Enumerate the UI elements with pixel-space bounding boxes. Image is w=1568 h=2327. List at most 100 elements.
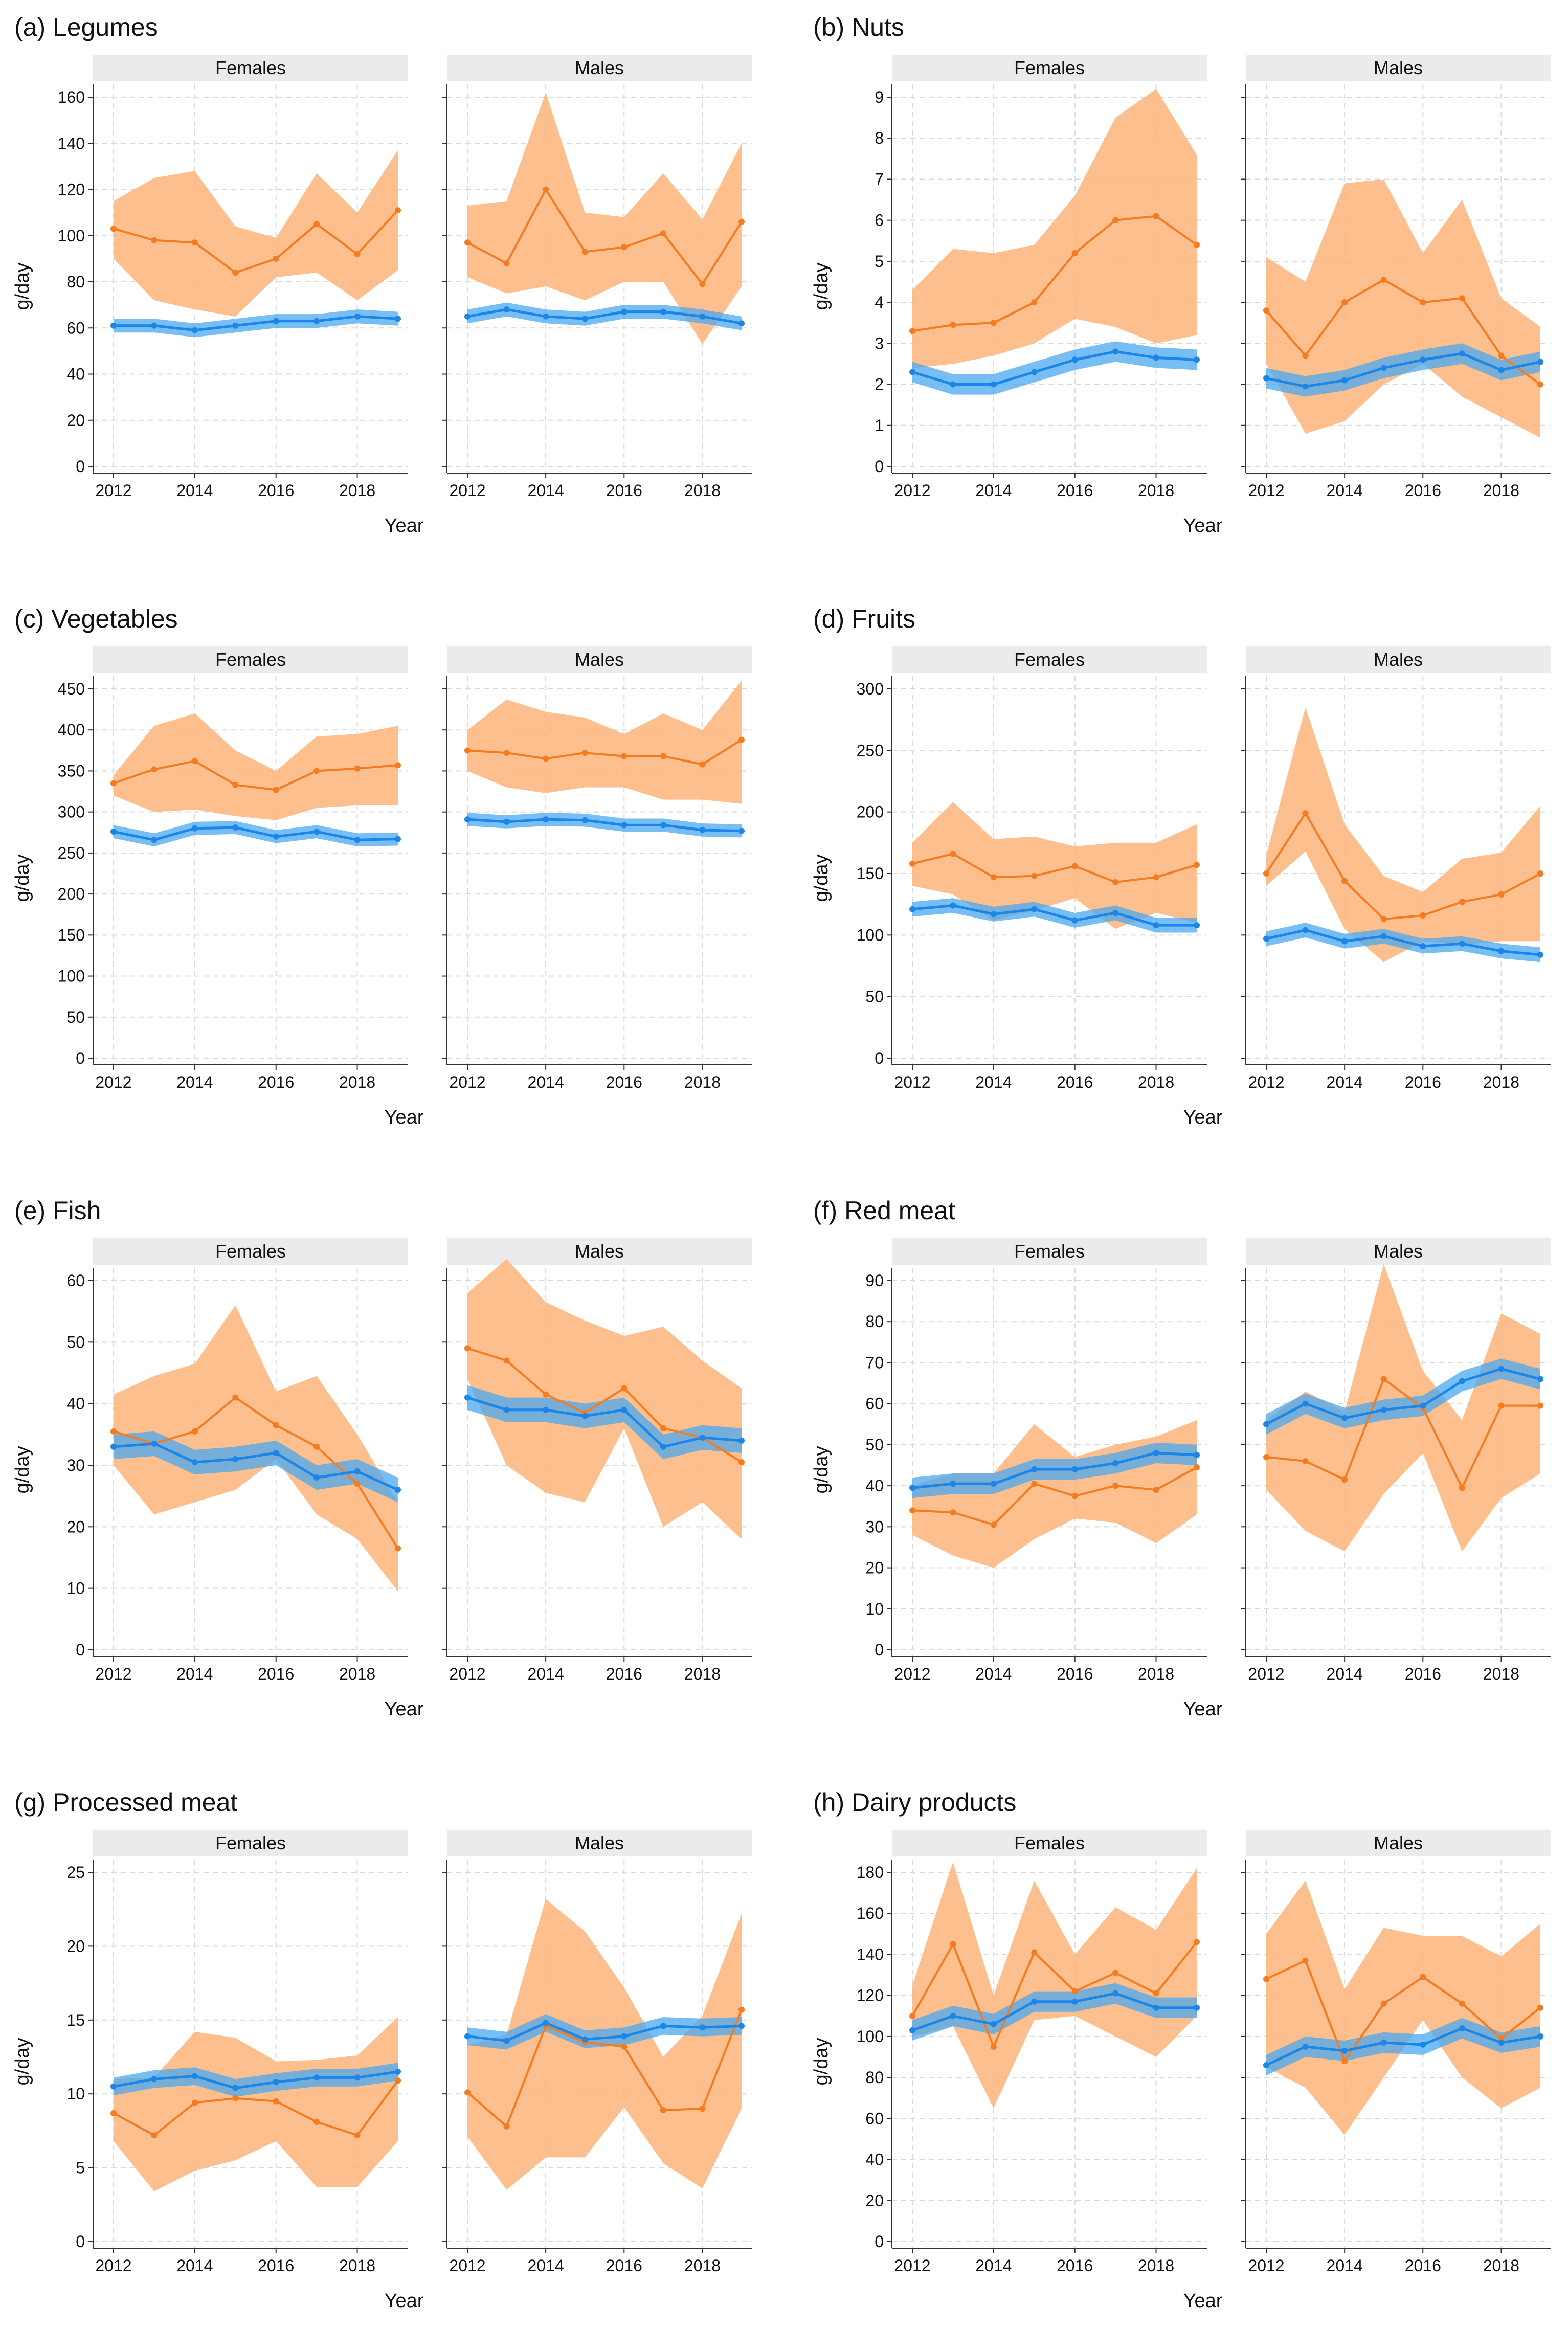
orange-point <box>1537 2004 1543 2011</box>
x-tick-label: 2016 <box>1405 1073 1441 1091</box>
y-tick-label: 60 <box>865 2109 884 2128</box>
orange-point <box>395 207 401 214</box>
x-tick-label: 2014 <box>1327 481 1363 500</box>
blue-point <box>191 1459 198 1465</box>
y-tick-label: 0 <box>76 457 85 476</box>
orange-point <box>1420 1974 1426 1980</box>
orange-point <box>273 255 279 262</box>
blue-point <box>543 2020 549 2026</box>
orange-point <box>503 2123 510 2130</box>
orange-point <box>990 874 997 881</box>
y-tick-label: 80 <box>865 2068 884 2087</box>
blue-point <box>1380 1406 1387 1413</box>
blue-point <box>395 316 401 322</box>
blue-point <box>1263 935 1269 942</box>
blue-series-line <box>113 826 398 841</box>
facet-females: Females 0 5 10 15 20 25 2012 2014 2016 2018 <box>66 1830 408 2275</box>
facet-label: Males <box>1374 649 1423 670</box>
y-tick-label: 150 <box>58 926 85 944</box>
blue-point <box>464 2033 471 2040</box>
orange-point <box>581 750 588 756</box>
blue-point <box>1459 2025 1465 2031</box>
x-axis-label: Year <box>385 1698 424 1720</box>
y-tick-label: 20 <box>865 2191 884 2210</box>
y-tick-label: 200 <box>857 803 884 821</box>
blue-series-line <box>1265 1367 1541 1425</box>
orange-point <box>110 1428 117 1435</box>
blue-series-line <box>467 818 742 833</box>
orange-point <box>503 260 510 266</box>
x-tick-label: 2012 <box>1248 1665 1284 1683</box>
orange-ci-band <box>1266 179 1540 438</box>
blue-ci-band <box>114 1431 398 1503</box>
blue-point <box>738 827 745 834</box>
blue-point <box>1302 383 1309 390</box>
y-axis-label: g/day <box>811 263 832 310</box>
orange-point <box>464 747 471 754</box>
y-tick-label: 25 <box>66 1863 85 1882</box>
y-tick-label: 20 <box>66 1517 85 1536</box>
y-tick-label: 200 <box>58 885 85 903</box>
blue-point <box>1071 1466 1078 1473</box>
blue-point <box>1380 2039 1387 2046</box>
x-tick-label: 2018 <box>1483 481 1519 500</box>
y-axis-label: g/day <box>811 855 832 902</box>
blue-ci-band <box>114 821 398 847</box>
orange-ci-band <box>912 88 1197 368</box>
facet-females: Females 0 20 40 60 80 100 120 140 160 2012 2014 2016… <box>58 55 408 500</box>
orange-point <box>313 221 320 228</box>
blue-series-line <box>912 1451 1197 1489</box>
blue-point <box>191 2073 198 2079</box>
blue-point <box>660 2023 666 2029</box>
blue-point <box>151 322 158 329</box>
blue-point <box>110 829 117 835</box>
blue-point <box>1341 2047 1348 2054</box>
orange-point <box>232 1394 239 1401</box>
orange-point <box>1194 1464 1200 1471</box>
blue-point <box>543 816 549 823</box>
orange-point <box>738 1459 745 1465</box>
x-tick-label: 2016 <box>606 481 642 500</box>
orange-point <box>1380 2000 1387 2007</box>
blue-point <box>660 308 666 315</box>
y-tick-label: 5 <box>875 252 884 271</box>
x-tick-label: 2012 <box>449 2256 485 2275</box>
orange-point <box>1459 2000 1465 2007</box>
panel-g-processed-meat: (g) Processed meat g/day Year Females 0 5 10 15… <box>12 1788 752 2312</box>
orange-point <box>1459 1485 1465 1491</box>
panel-title: (c) Vegetables <box>14 605 178 633</box>
orange-point <box>313 1443 320 1450</box>
x-tick-label: 2018 <box>684 1073 721 1091</box>
y-tick-label: 20 <box>865 1559 884 1577</box>
orange-point <box>1112 217 1119 223</box>
orange-point <box>990 2043 997 2050</box>
y-tick-label: 250 <box>58 844 85 862</box>
x-tick-label: 2018 <box>684 481 721 500</box>
blue-series-line <box>912 1992 1197 2032</box>
x-tick-label: 2016 <box>258 2256 294 2275</box>
blue-point <box>660 1443 666 1450</box>
y-tick-label: 5 <box>76 2159 85 2177</box>
blue-point <box>1071 917 1078 924</box>
orange-point <box>1498 1402 1505 1409</box>
orange-ci-band <box>1266 707 1540 963</box>
blue-point <box>1071 356 1078 363</box>
blue-point <box>503 306 510 313</box>
y-tick-label: 30 <box>865 1517 884 1536</box>
y-tick-label: 50 <box>865 1436 884 1454</box>
x-tick-label: 2018 <box>684 2256 721 2275</box>
x-tick-label: 2016 <box>1405 481 1441 500</box>
orange-series-line <box>912 215 1198 332</box>
y-tick-label: 100 <box>857 2027 884 2046</box>
blue-point <box>1263 375 1269 382</box>
y-tick-label: 400 <box>58 721 85 739</box>
blue-point <box>1498 2039 1505 2046</box>
orange-point <box>738 2006 745 2013</box>
facet-label: Males <box>1374 1241 1423 1262</box>
orange-point <box>1194 241 1200 248</box>
orange-point <box>1420 299 1426 306</box>
facet-males: Males 2012 2014 2016 2018 <box>442 55 752 500</box>
panel-title: (g) Processed meat <box>14 1788 237 1817</box>
orange-series-line <box>912 853 1197 883</box>
x-tick-label: 2014 <box>528 1665 564 1683</box>
